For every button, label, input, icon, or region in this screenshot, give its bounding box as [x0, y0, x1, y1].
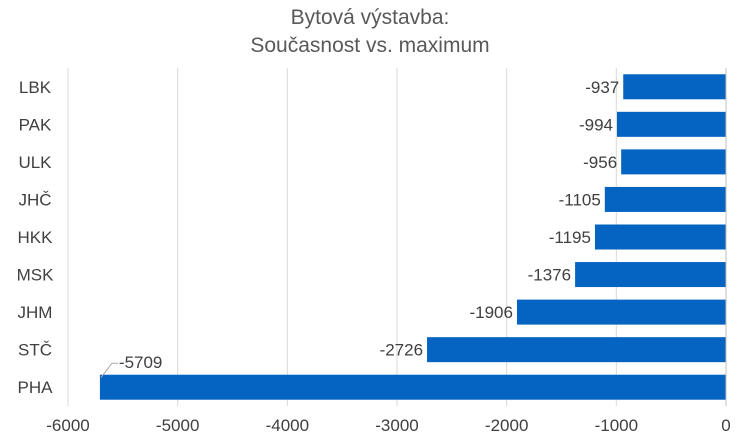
- y-category-label: JHM: [18, 303, 53, 322]
- data-label: -937: [585, 78, 619, 97]
- y-category-label: STČ: [18, 341, 52, 360]
- axis-layer: -6000 -5000 -4000 -3000 -2000 -1000 0 LBK PAK ULK…: [17, 68, 731, 435]
- x-tick-label: -1000: [595, 416, 638, 435]
- y-category-label: ULK: [18, 153, 52, 172]
- chart-title-line-2: Současnost vs. maximum: [250, 34, 490, 57]
- data-label: -994: [579, 115, 613, 134]
- y-category-label: MSK: [17, 266, 55, 285]
- y-category-label: LBK: [19, 78, 52, 97]
- bar-layer: [99, 74, 726, 400]
- data-label-leader: [100, 362, 118, 379]
- bar: [516, 299, 726, 325]
- bar: [623, 74, 726, 100]
- data-label: -1105: [559, 190, 601, 209]
- data-label: -1906: [469, 303, 512, 322]
- bar: [99, 374, 726, 400]
- bar: [575, 262, 726, 288]
- data-label: -1376: [528, 266, 571, 285]
- x-tick-label: -4000: [266, 416, 309, 435]
- x-tick-label: -5000: [156, 416, 199, 435]
- data-label: -1195: [549, 228, 591, 247]
- y-category-label: PHA: [18, 378, 54, 397]
- bar: [604, 186, 726, 212]
- bar: [427, 337, 726, 363]
- bar: [621, 149, 726, 175]
- data-label: -2726: [380, 341, 423, 360]
- y-category-label: PAK: [19, 115, 52, 134]
- data-label: -956: [583, 153, 617, 172]
- data-label: -5709: [119, 353, 162, 372]
- chart-title-line-1: Bytová výstavba:: [290, 6, 450, 29]
- x-tick-label: -3000: [375, 416, 418, 435]
- x-tick-label: 0: [721, 416, 730, 435]
- bar: [594, 224, 726, 250]
- y-category-label: JHČ: [18, 190, 51, 209]
- x-tick-label: -2000: [485, 416, 528, 435]
- label-layer: -937 -994 -956 -1105 -1195 -1376 -1906 -2726 -57…: [100, 78, 619, 379]
- x-tick-label: -6000: [46, 416, 89, 435]
- y-category-label: HKK: [18, 228, 54, 247]
- bar: [616, 111, 726, 137]
